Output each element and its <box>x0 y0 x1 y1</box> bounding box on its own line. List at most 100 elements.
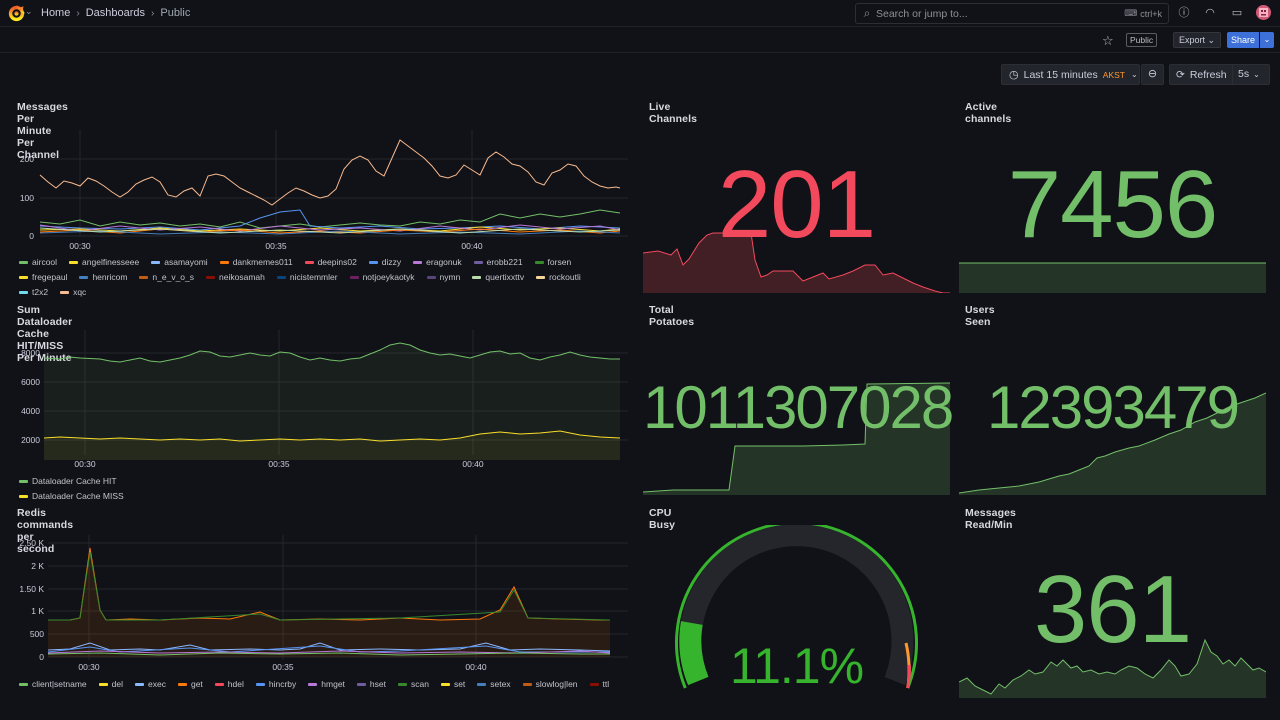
legend-item[interactable]: t2x2 <box>19 287 48 297</box>
grafana-logo-icon[interactable] <box>8 5 25 22</box>
redis-chart[interactable]: 2.50 K 2 K 1.50 K 1 K 500 0 00:30 00:35 … <box>0 530 640 680</box>
legend-label: hdel <box>227 679 244 689</box>
chevron-right-icon: › <box>151 7 155 19</box>
legend-item[interactable]: notjoeykaotyk <box>349 272 415 282</box>
legend-item[interactable]: angelfinesseee <box>69 257 139 267</box>
news-feed-icon[interactable]: ◠ <box>1205 7 1215 19</box>
legend-swatch <box>522 682 532 686</box>
legend-item[interactable]: hset <box>356 679 386 689</box>
search-icon: ⌕ <box>863 6 871 20</box>
legend-label: Dataloader Cache MISS <box>32 491 124 501</box>
chevron-down-icon: ⌄ <box>1130 70 1138 79</box>
legend-label: asamayomi <box>164 257 208 267</box>
legend-swatch <box>151 260 161 264</box>
legend-item[interactable]: fregepaul <box>19 272 67 282</box>
messages-read-sparkline <box>959 638 1266 698</box>
legend-label: client|setname <box>32 679 87 689</box>
series-line-get <box>48 547 610 621</box>
x-tick: 00:40 <box>461 241 483 251</box>
legend-label: hmget <box>321 679 345 689</box>
legend-item[interactable]: client|setname <box>19 679 87 689</box>
avatar[interactable] <box>1256 5 1271 20</box>
legend-item[interactable]: forsen <box>534 257 571 267</box>
breadcrumb-home[interactable]: Home <box>41 7 71 19</box>
series-line-forsen <box>39 209 621 229</box>
legend-item[interactable]: get <box>177 679 203 689</box>
legend-label: hset <box>369 679 386 689</box>
active-channels-sparkline <box>959 262 1266 293</box>
legend-label: set <box>453 679 466 689</box>
series-line-miss <box>43 430 621 442</box>
legend-item[interactable]: set <box>440 679 466 689</box>
series-line-dankmemes011 <box>39 228 621 234</box>
legend-label: n_e_v_o_s <box>152 272 195 282</box>
export-button[interactable]: Export ⌄ <box>1173 32 1221 48</box>
legend-swatch <box>255 682 265 686</box>
legend-item[interactable]: erobb221 <box>473 257 523 267</box>
y-tick: 200 <box>20 154 34 164</box>
legend-item[interactable]: dankmemes011 <box>219 257 293 267</box>
legend-item[interactable]: asamayomi <box>151 257 208 267</box>
x-tick: 00:30 <box>69 241 91 251</box>
legend-item[interactable]: rockoutli <box>536 272 581 282</box>
legend-item[interactable]: hdel <box>214 679 244 689</box>
legend-item[interactable]: hincrby <box>255 679 296 689</box>
panel-title: Live Channels <box>649 101 698 125</box>
legend-label: eragonuk <box>426 257 462 267</box>
legend-swatch <box>177 682 187 686</box>
stat-value: 361 <box>1033 556 1192 663</box>
legend-item[interactable]: setex <box>477 679 511 689</box>
dataloader-chart[interactable]: 8000 6000 4000 2000 00:30 00:35 00:40 <box>0 300 640 470</box>
legend-item[interactable]: exec <box>135 679 166 689</box>
legend-item[interactable]: quertixxttv <box>472 272 524 282</box>
kiosk-mode-icon[interactable]: ▭ <box>1231 7 1243 19</box>
refresh-interval-picker[interactable]: 5s ⌄ <box>1233 64 1270 85</box>
share-button[interactable]: Share <box>1227 32 1259 48</box>
legend-item[interactable]: slowlog|len <box>522 679 578 689</box>
refresh-button[interactable]: ⟳ Refresh <box>1169 64 1233 85</box>
star-icon[interactable]: ☆ <box>1102 33 1114 48</box>
legend-item[interactable]: dizzy <box>368 257 402 267</box>
timezone-label: AKST <box>1102 69 1125 80</box>
legend-item[interactable]: henricom <box>79 272 127 282</box>
x-tick: 00:35 <box>268 459 290 469</box>
legend-item[interactable]: n_e_v_o_s <box>139 272 194 282</box>
legend-item[interactable]: eragonuk <box>413 257 462 267</box>
x-tick: 00:40 <box>465 662 487 672</box>
legend-item[interactable]: neikosamah <box>206 272 265 282</box>
legend-item[interactable]: Dataloader Cache MISS <box>19 491 124 501</box>
search-input[interactable]: ⌕ Search or jump to... ⌨ ctrl+k <box>855 3 1169 24</box>
legend-item[interactable]: Dataloader Cache HIT <box>19 476 117 486</box>
gauge-value: 11.1% <box>729 638 864 694</box>
legend-swatch <box>19 275 28 279</box>
series-area-miss <box>44 431 620 460</box>
legend-item[interactable]: deepins02 <box>304 257 357 267</box>
legend-item[interactable]: del <box>98 679 123 689</box>
legend-item[interactable]: ttl <box>589 679 609 689</box>
legend-label: fregepaul <box>32 272 68 282</box>
legend-label: scan <box>410 679 429 689</box>
cpu-gauge <box>675 525 918 689</box>
y-tick: 2.50 K <box>19 538 44 548</box>
zoom-out-button[interactable]: ⊖ <box>1141 64 1164 85</box>
refresh-label: Refresh <box>1189 68 1227 81</box>
help-icon[interactable]: ⓘ <box>1178 7 1190 19</box>
panel-title: Users Seen <box>965 304 995 328</box>
legend-swatch <box>98 682 108 686</box>
legend-item[interactable]: aircool <box>19 257 57 267</box>
breadcrumb-dashboards[interactable]: Dashboards <box>85 7 146 19</box>
legend-label: t2x2 <box>32 287 49 297</box>
legend-item[interactable]: scan <box>397 679 429 689</box>
time-range-picker[interactable]: ◷ Last 15 minutes AKST ⌄ <box>1001 64 1140 85</box>
legend-item[interactable]: xqc <box>60 287 86 297</box>
legend-item[interactable]: hmget <box>308 679 345 689</box>
panel-title: Active channels <box>965 101 1012 125</box>
y-tick: 8000 <box>21 348 40 358</box>
legend-item[interactable]: nymn <box>426 272 460 282</box>
share-menu-chevron-icon[interactable]: ⌄ <box>1260 32 1274 48</box>
messages-chart[interactable]: 200 100 0 00:30 00:35 00:40 <box>0 0 640 300</box>
chevron-down-icon[interactable]: ⌄ <box>25 6 33 16</box>
chevron-down-icon: ⌄ <box>1207 35 1216 45</box>
legend-item[interactable]: nicistemmler <box>276 272 338 282</box>
legend-label: dizzy <box>381 257 402 267</box>
